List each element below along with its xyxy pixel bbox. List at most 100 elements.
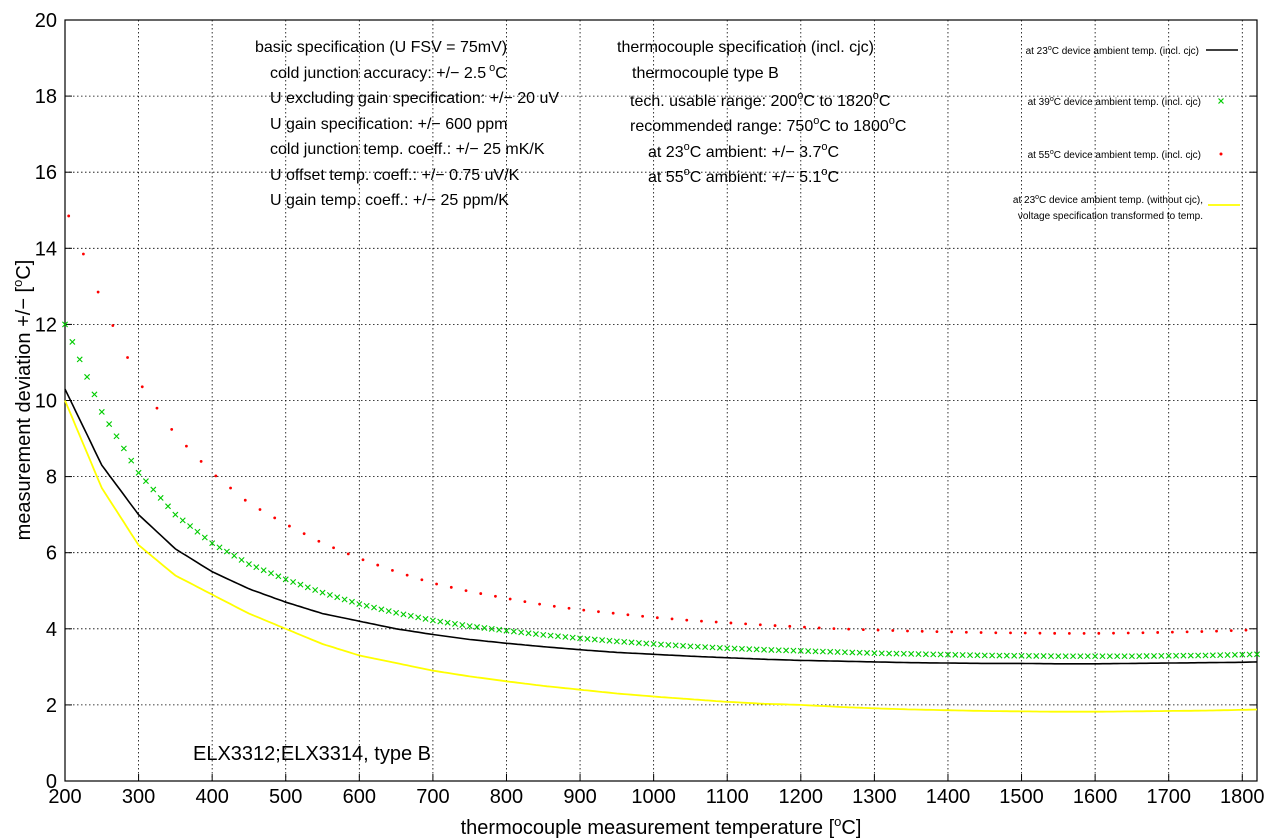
series-point-dot	[641, 614, 645, 618]
series-point-dot	[508, 597, 512, 601]
series-point-dot	[847, 627, 851, 631]
series-point-dot	[302, 532, 306, 536]
series-point-cross	[341, 596, 348, 603]
series-point-cross	[944, 651, 951, 658]
series-point-cross	[128, 457, 135, 464]
series-point-cross	[650, 641, 657, 648]
series-point-cross	[908, 650, 915, 657]
series-point-cross	[893, 650, 900, 657]
series-point-cross	[1055, 653, 1062, 660]
series-point-dot	[611, 611, 615, 615]
series-point-dot	[1009, 631, 1012, 635]
series-point-dot	[1229, 629, 1233, 633]
series-point-cross	[165, 503, 172, 510]
series-point-dot	[906, 629, 909, 633]
y-tick-label: 6	[46, 543, 57, 565]
series-point-dot	[96, 290, 100, 294]
grid-lines	[65, 20, 1257, 781]
series-point-cross	[878, 650, 885, 657]
series-point-dot	[1156, 631, 1160, 634]
legend-cross-sample	[1218, 98, 1224, 104]
series-point-cross	[1114, 653, 1121, 660]
series-point-cross	[62, 321, 68, 328]
series-point-cross	[665, 641, 672, 648]
series-point-cross	[1136, 653, 1143, 660]
series-point-cross	[974, 652, 981, 659]
series-point-cross	[1099, 653, 1106, 660]
series-point-dot	[81, 252, 85, 256]
basic-spec-line5: U offset temp. coeff.: +/− 0.75 uV/K	[270, 167, 520, 184]
y-tick-label: 12	[35, 314, 57, 336]
series-point-dot	[714, 620, 718, 624]
series-point-cross	[1231, 651, 1238, 658]
series-point-dot	[435, 582, 438, 586]
series-point-cross	[746, 646, 753, 653]
series-point-cross	[716, 644, 723, 651]
series-dot-3	[67, 214, 1248, 635]
series-point-cross	[554, 633, 561, 640]
series-point-dot	[1112, 631, 1115, 635]
series-point-dot	[361, 558, 365, 562]
series-point-dot	[861, 628, 865, 631]
series-point-dot	[832, 627, 836, 631]
series-point-dot	[626, 613, 630, 617]
series-point-cross	[363, 602, 370, 609]
series-point-cross	[1224, 651, 1231, 658]
series-point-dot	[700, 619, 703, 623]
y-tick-label: 2	[46, 695, 57, 717]
basic-spec-line2: U excluding gain specification: +/− 20 u…	[270, 90, 559, 107]
series-point-cross	[201, 534, 208, 541]
series-point-dot	[1023, 631, 1027, 635]
basic-spec-block: basic specification (U FSV = 75mV) cold …	[255, 39, 559, 209]
series-point-cross	[253, 564, 260, 571]
series-point-cross	[179, 517, 186, 524]
series-point-cross	[613, 638, 620, 645]
series-point-cross	[658, 641, 664, 648]
y-tick-label: 4	[46, 619, 57, 641]
series-point-cross	[753, 646, 760, 653]
series-point-cross	[797, 647, 804, 654]
series-point-cross	[731, 645, 738, 652]
series-point-cross	[738, 645, 745, 652]
series-point-cross	[628, 639, 635, 646]
series-cross-2	[62, 321, 1260, 660]
series-point-cross	[562, 633, 569, 640]
series-point-cross	[481, 624, 488, 631]
basic-spec-line3: U gain specification: +/− 600 ppm	[270, 116, 507, 133]
series-point-cross	[540, 631, 547, 638]
x-axis-label: thermocouple measurement temperature [oC…	[461, 814, 862, 839]
series-point-cross	[84, 373, 91, 380]
series-point-cross	[260, 567, 267, 574]
series-point-cross	[238, 556, 245, 563]
series-point-cross	[922, 651, 929, 658]
series-point-cross	[584, 635, 591, 642]
series-point-cross	[967, 652, 974, 659]
series-point-cross	[930, 651, 937, 658]
series-point-cross	[503, 627, 510, 634]
series-point-dot	[258, 508, 262, 511]
series-layer	[62, 214, 1260, 713]
series-point-dot	[994, 631, 998, 635]
tc-spec-line5: at 55oC ambient: +/− 5.1oC	[648, 166, 839, 186]
series-point-dot	[773, 624, 777, 627]
series-point-dot	[405, 573, 409, 577]
legend-label-3: at 55oC device ambient temp. (incl. cjc)	[1028, 149, 1201, 161]
series-point-cross	[827, 648, 834, 655]
series-point-dot	[199, 459, 203, 463]
series-point-dot	[597, 610, 600, 614]
series-point-cross	[761, 646, 768, 653]
series-point-cross	[532, 631, 539, 638]
series-point-cross	[812, 648, 819, 655]
series-point-cross	[1084, 653, 1091, 660]
series-point-cross	[371, 604, 378, 611]
series-point-dot	[1215, 629, 1218, 633]
series-point-dot	[1141, 631, 1145, 635]
series-point-cross	[150, 486, 157, 493]
series-point-dot	[758, 623, 762, 627]
series-line-1	[64, 388, 1258, 665]
series-point-cross	[98, 408, 105, 415]
legend-label-4: at 23oC device ambient temp. (without cj…	[1013, 194, 1203, 206]
series-point-cross	[496, 626, 503, 633]
series-point-cross	[326, 591, 333, 598]
series-point-cross	[444, 619, 451, 626]
